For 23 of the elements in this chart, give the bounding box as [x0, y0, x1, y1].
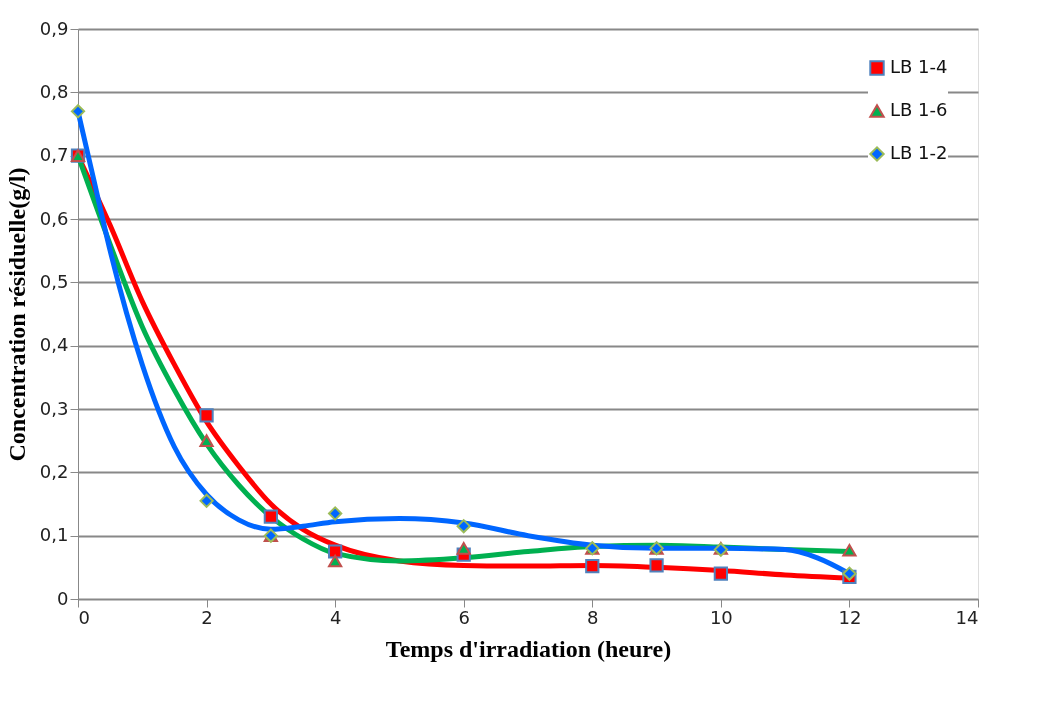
y-tick-label: 0,1 [39, 524, 69, 546]
y-tick-label: 0,4 [39, 334, 69, 356]
y-tick-label: 0,5 [39, 270, 69, 292]
y-axis-title: Concentration résiduelle(g/l) [3, 167, 30, 462]
y-tick-label: 0,8 [39, 80, 69, 102]
y-tick-label: 0 [57, 587, 69, 609]
legend-label: LB 1-6 [890, 99, 948, 120]
x-tick-label: 4 [329, 606, 342, 628]
x-tick-label: 8 [587, 606, 599, 628]
x-tick-label: 10 [709, 606, 733, 628]
legend-label: LB 1-4 [890, 56, 948, 77]
x-tick-label: 6 [458, 606, 470, 628]
x-tick-label: 0 [78, 606, 90, 628]
y-tick-label: 0,7 [39, 144, 69, 166]
x-axis-title: Temps d'irradiation (heure) [385, 635, 672, 662]
y-tick-label: 0,2 [39, 460, 69, 482]
x-tick-label: 2 [201, 606, 213, 628]
y-tick-label: 0,3 [39, 397, 69, 419]
x-tick-label: 12 [838, 606, 862, 628]
x-tick-label: 14 [955, 606, 979, 628]
y-tick-label: 0,6 [39, 207, 69, 229]
y-tick-label: 0,9 [39, 17, 69, 39]
legend-label: LB 1-2 [890, 142, 948, 163]
